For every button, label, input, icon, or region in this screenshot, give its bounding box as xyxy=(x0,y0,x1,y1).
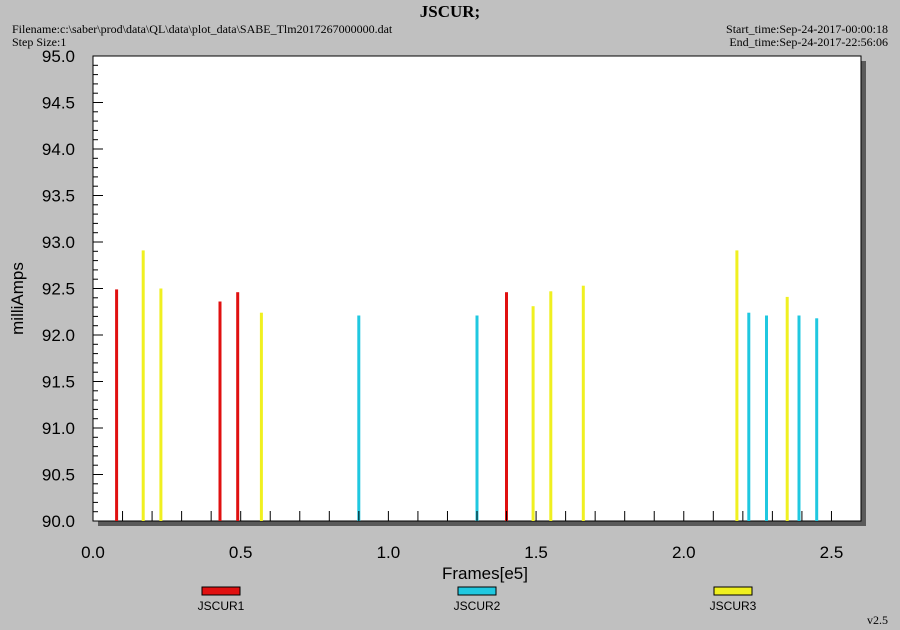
x-tick-label: 2.5 xyxy=(820,543,844,562)
x-tick-label: 0.0 xyxy=(81,543,105,562)
bar-jscur3-1 xyxy=(159,288,163,521)
step-size-text: Step Size:1 xyxy=(12,35,67,49)
y-tick-label: 92.5 xyxy=(42,280,75,299)
bar-jscur2-3 xyxy=(765,315,768,521)
y-tick-label: 91.0 xyxy=(42,419,75,438)
bar-jscur3-5 xyxy=(581,285,585,521)
axes-group: 90.0 90.5 91.0 91.5 92.0 92.5 93.0 93.5 94.0 94.5… xyxy=(42,47,862,562)
x-tick-label: 1.5 xyxy=(524,543,548,562)
filename-text: Filename:c:\saber\prod\data\QL\data\plot… xyxy=(12,22,393,36)
y-tick-label: 93.0 xyxy=(42,233,75,252)
chart-title: JSCUR; xyxy=(419,2,481,21)
bar-jscur1-1 xyxy=(218,301,222,521)
y-tick-label: 94.0 xyxy=(42,140,75,159)
x-tick-label: 1.0 xyxy=(377,543,401,562)
start-time-text: Start_time:Sep-24-2017-00:00:18 xyxy=(726,22,888,36)
x-axis-label: Frames[e5] xyxy=(442,564,528,583)
end-time-text: End_time:Sep-24-2017-22:56:06 xyxy=(729,35,888,49)
bar-jscur2-1 xyxy=(475,315,479,521)
version-label: v2.5 xyxy=(867,613,888,627)
x-tick-label: 0.5 xyxy=(229,543,253,562)
bar-jscur3-4 xyxy=(549,291,553,521)
y-tick-label: 90.0 xyxy=(42,512,75,531)
bar-jscur3-7 xyxy=(785,296,789,521)
y-tick-label: 92.0 xyxy=(42,326,75,345)
y-axis-label: milliAmps xyxy=(8,262,27,335)
bar-jscur1-2 xyxy=(236,292,240,521)
bar-jscur3-0 xyxy=(141,250,145,521)
legend-label-jscur1: JSCUR1 xyxy=(198,599,245,613)
bar-jscur2-4 xyxy=(797,315,801,521)
bar-jscur1-0 xyxy=(115,289,119,521)
legend: JSCUR1 JSCUR2 JSCUR3 xyxy=(198,586,757,613)
bar-jscur3-6 xyxy=(735,250,739,521)
legend-label-jscur2: JSCUR2 xyxy=(454,599,501,613)
bar-jscur2-2 xyxy=(747,312,751,521)
bar-jscur3-2 xyxy=(259,312,263,521)
y-tick-label: 93.5 xyxy=(42,187,75,206)
y-tick-label: 90.5 xyxy=(42,466,75,485)
bars-group xyxy=(115,250,819,521)
y-tick-label: 95.0 xyxy=(42,47,75,66)
time-info: Start_time:Sep-24-2017-00:00:18 End_time… xyxy=(726,23,888,49)
x-tick-label: 2.0 xyxy=(672,543,696,562)
y-tick-label: 94.5 xyxy=(42,94,75,113)
y-tick-label: 91.5 xyxy=(42,373,75,392)
legend-label-jscur3: JSCUR3 xyxy=(710,599,757,613)
file-info: Filename:c:\saber\prod\data\QL\data\plot… xyxy=(12,23,392,49)
legend-swatch-jscur2 xyxy=(457,586,497,596)
bar-jscur2-0 xyxy=(357,315,361,521)
legend-swatch-jscur1 xyxy=(201,586,241,596)
bar-jscur2-5 xyxy=(815,318,819,521)
bar-jscur3-3 xyxy=(531,306,535,521)
bar-jscur1-3 xyxy=(505,292,508,521)
legend-swatch-jscur3 xyxy=(713,586,753,596)
